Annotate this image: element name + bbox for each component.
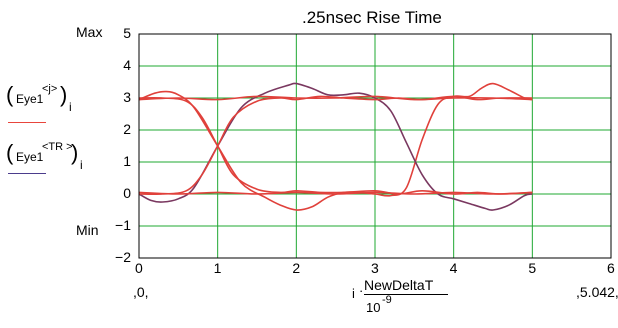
y-tick-label: −1 [115,217,131,233]
x-range-min-label: ,0, [133,284,149,300]
legend-1-sub: i [69,100,72,114]
legend-2-open-paren: ( [6,140,14,165]
y-tick-label: −2 [115,249,131,265]
y-tick-label: 0 [123,185,131,201]
x-axis-label-numerator: NewDeltaT [364,277,434,293]
grid-lines [139,34,611,258]
y-tick-label: 5 [123,25,131,41]
legend-1-open-paren: ( [6,82,14,107]
waveform-trace-2 [138,82,533,211]
legend-entry-2: ( Eye1 <TR > ) i [6,136,83,186]
waveform-traces [138,82,533,211]
plot-frame [138,33,612,259]
y-tick-label: 3 [123,89,131,105]
x-tick-label: 1 [213,260,222,276]
y-max-label: Max [76,24,103,40]
x-tick-label: 5 [528,260,537,276]
y-tick-label: 2 [123,121,131,137]
y-tick-label: 4 [123,57,131,73]
x-tick-label: 3 [371,260,379,276]
x-axis-label-fraction-bar [364,294,448,295]
x-axis-label-prefix: i [352,286,355,301]
x-range-max-label: ,5.042, [576,284,618,300]
legend-2-line [8,173,46,174]
legend-1-sup: <j> [42,83,58,95]
legend-1-main: Eye1 [16,92,44,106]
legend-entry-1: ( Eye1 <j> ) i [6,78,72,128]
y-min-label: Min [76,222,99,238]
waveform-trace-1 [138,82,533,211]
chart-title: .25nsec Rise Time [302,8,442,27]
legend-2-main: Eye1 [16,150,44,164]
legend-2-close-paren: ) [71,140,79,165]
legend-1-close-paren: ) [60,82,68,107]
legend-2-sup: <TR > [42,141,73,153]
legend-1-line [8,122,46,123]
x-tick-label: 0 [135,260,143,276]
x-axis-label-dot: · [359,283,364,298]
x-tick-label: 4 [449,260,458,276]
waveform-trace-6 [138,95,533,196]
x-axis-label-exponent: -9 [382,294,392,306]
waveform-trace-5 [138,96,533,195]
y-tick-label: 1 [123,153,131,169]
x-axis-label: i · NewDeltaT 10 -9 [352,274,452,324]
legend-2-sub: i [80,158,83,172]
x-tick-label: 6 [607,260,615,276]
x-axis-label-denominator: 10 [366,300,381,315]
x-tick-label: 2 [292,260,301,276]
